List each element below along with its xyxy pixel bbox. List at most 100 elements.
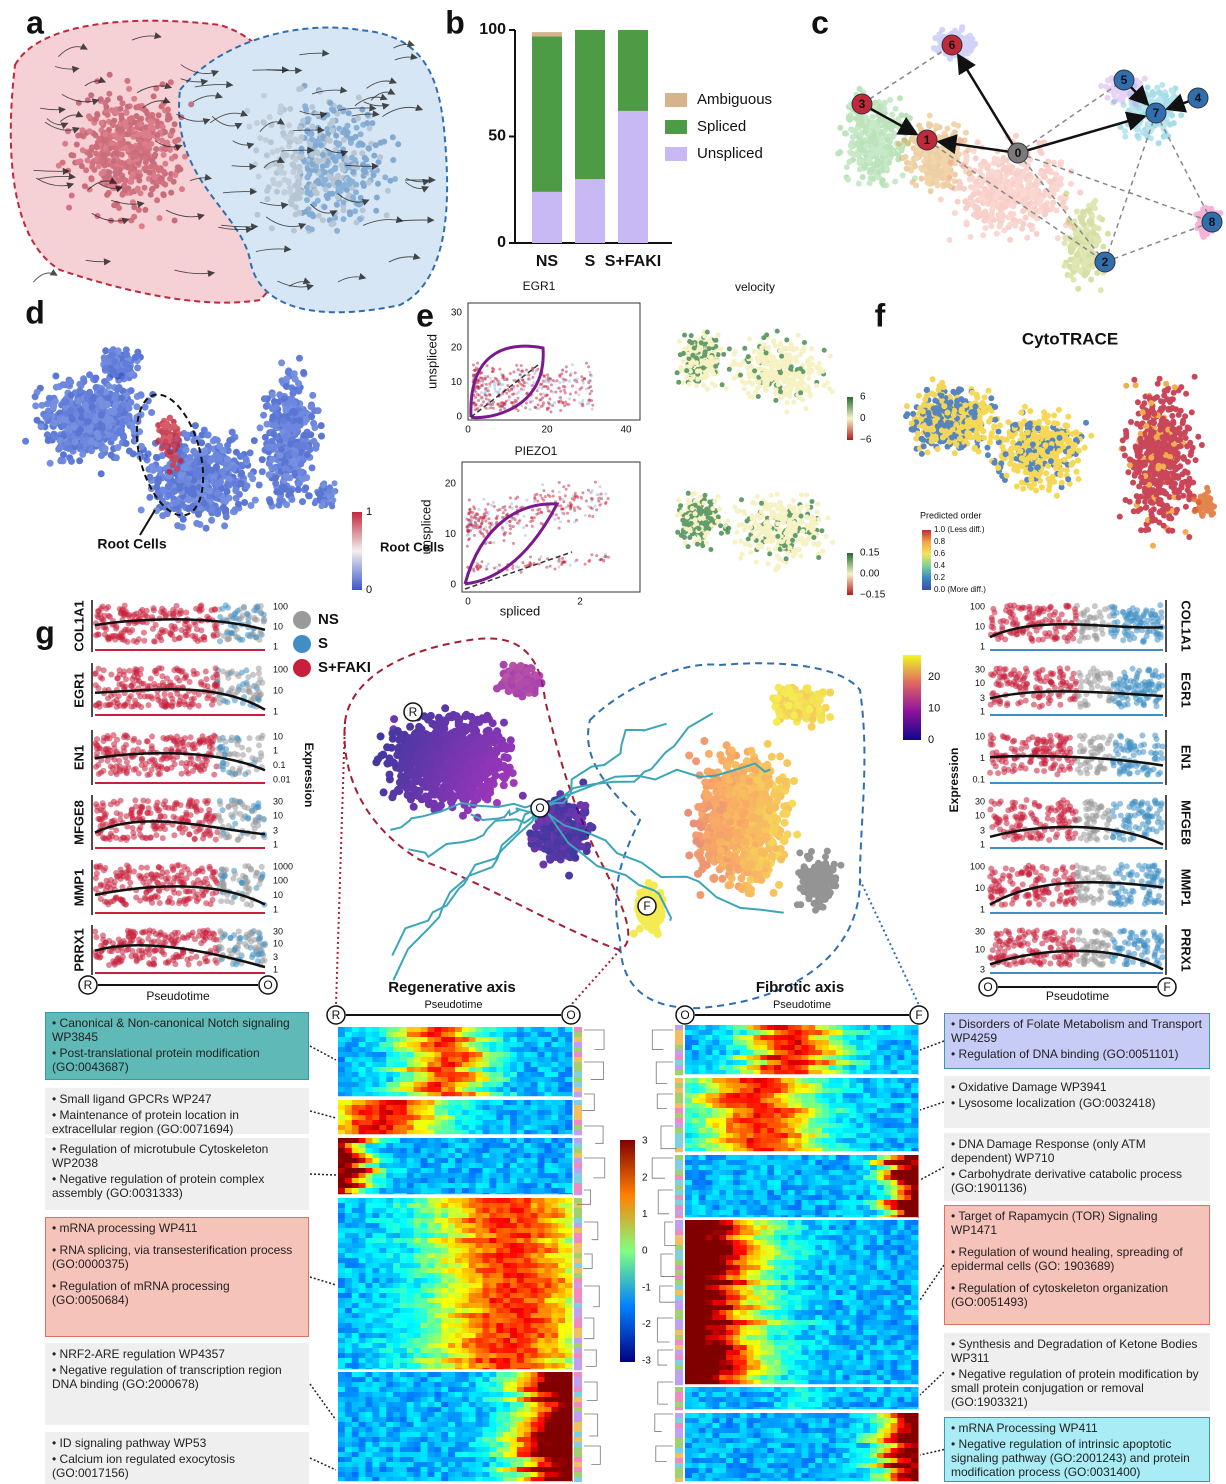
cell (519, 373, 522, 376)
legend-label: Spliced (697, 118, 746, 135)
cell (119, 152, 125, 158)
y-tick-label: 50 (488, 128, 506, 145)
cell (71, 423, 78, 430)
cell (1090, 230, 1096, 236)
cell (260, 412, 267, 419)
cell (511, 393, 514, 396)
cell (191, 461, 198, 468)
cell (926, 164, 932, 170)
cell (942, 157, 948, 163)
cell (1105, 231, 1111, 237)
cell (309, 152, 315, 158)
cell (231, 480, 238, 487)
cell (1074, 209, 1080, 215)
cell (133, 403, 140, 410)
cell (998, 183, 1004, 189)
cell (174, 466, 180, 472)
cell (482, 400, 485, 403)
cell (554, 391, 557, 394)
cell (208, 467, 215, 474)
cell (296, 210, 302, 216)
root-annotation: Root Cells (97, 536, 166, 552)
cell (123, 351, 130, 358)
cell (485, 383, 488, 386)
cell (113, 166, 119, 172)
cell (203, 525, 210, 532)
cell (89, 176, 95, 182)
cell (971, 148, 977, 154)
y-tick-label: 100 (479, 21, 506, 38)
cell (531, 400, 534, 403)
cell (1055, 235, 1061, 241)
cell (105, 112, 111, 118)
legend-swatch (665, 147, 687, 161)
cell (943, 145, 949, 151)
cell (1014, 176, 1020, 182)
cell (97, 397, 104, 404)
cell (1134, 133, 1140, 139)
cell (88, 438, 95, 445)
cell (300, 118, 306, 124)
cell (252, 497, 259, 504)
cell (868, 152, 874, 158)
cell (180, 464, 187, 471)
cell (276, 167, 282, 173)
cell (172, 121, 178, 127)
cell (208, 517, 215, 524)
cell (994, 172, 1000, 178)
cell (945, 126, 951, 132)
cell (103, 145, 109, 151)
cell (167, 147, 173, 153)
bar-segment (618, 30, 648, 111)
cell (352, 208, 358, 214)
colorbar (352, 512, 362, 590)
cell (1048, 179, 1054, 185)
cell (47, 460, 54, 467)
cell (893, 106, 899, 112)
cell (588, 392, 591, 395)
cell (288, 424, 295, 431)
cell (1021, 172, 1027, 178)
cell (114, 373, 121, 380)
cell (101, 137, 107, 143)
cell (541, 396, 544, 399)
cell (485, 397, 488, 400)
cell (480, 391, 483, 394)
cell (349, 136, 355, 142)
cell (472, 364, 475, 367)
cell (320, 152, 326, 158)
cell (1010, 203, 1016, 209)
cell (270, 430, 277, 437)
cell (156, 112, 162, 118)
cell (93, 132, 99, 138)
cell (1012, 223, 1018, 229)
cell (67, 378, 74, 385)
cell (161, 152, 167, 158)
cell (155, 439, 161, 445)
cell (171, 443, 177, 449)
cell (161, 169, 167, 175)
cell (294, 196, 300, 202)
cell (516, 384, 519, 387)
cell (272, 422, 279, 429)
category-label: NS (536, 253, 559, 270)
cell (545, 377, 548, 380)
cell (153, 146, 159, 152)
cell (524, 406, 527, 409)
cell (310, 161, 316, 167)
cell (167, 434, 173, 440)
cell (1004, 168, 1010, 174)
cell (994, 156, 1000, 162)
legend-swatch (665, 93, 687, 107)
cell (334, 228, 340, 234)
cell (558, 381, 561, 384)
cell (565, 370, 568, 373)
cell (1026, 201, 1032, 207)
cell (480, 396, 483, 399)
cell (312, 188, 318, 194)
cell (145, 129, 151, 135)
cell (303, 209, 309, 215)
cell (62, 141, 68, 147)
cell (973, 155, 979, 161)
cell (1042, 212, 1048, 218)
